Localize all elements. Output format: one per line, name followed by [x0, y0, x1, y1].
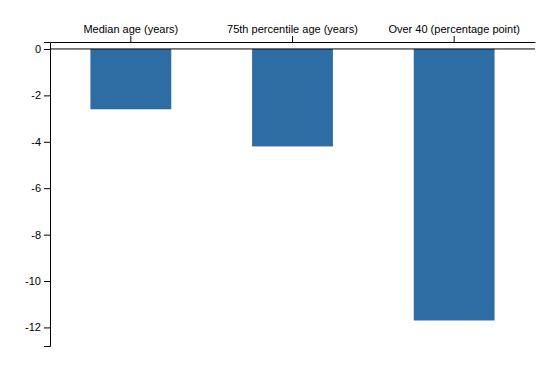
bars — [90, 49, 494, 321]
x-tick-mark — [130, 36, 131, 42]
category-label: 75th percentile age (years) — [227, 23, 358, 35]
y-tick: -6 — [31, 182, 50, 194]
y-tick-mark — [44, 49, 50, 50]
y-tick: -10 — [25, 275, 50, 287]
y-tick: -2 — [31, 89, 50, 101]
x-axis: Median age (years) 75th percentile age (y… — [51, 23, 536, 43]
y-tick-label: -2 — [31, 89, 41, 101]
y-tick-mark — [44, 142, 50, 143]
y-tick-mark — [44, 327, 50, 328]
y-tick-mark — [44, 281, 50, 282]
y-tick-label: -6 — [31, 182, 41, 194]
bar — [414, 49, 495, 321]
zero-line — [50, 48, 535, 49]
x-tick: Over 40 (percentage point) — [388, 23, 519, 42]
y-tick-mark — [44, 235, 50, 236]
x-tick: 75th percentile age (years) — [227, 23, 358, 42]
x-tick-mark — [454, 36, 455, 42]
category-label: Over 40 (percentage point) — [388, 23, 519, 35]
y-tick-label: -12 — [25, 321, 41, 333]
y-axis: 0 -2 -4 -6 -8 -10 -12 — [25, 43, 50, 347]
x-axis-line — [51, 42, 536, 43]
bar — [252, 49, 333, 146]
category-label: Median age (years) — [83, 23, 178, 35]
chart: 0 -2 -4 -6 -8 -10 -12 Median age (years) 75th pe… — [0, 0, 551, 366]
y-tick-label: -10 — [25, 275, 41, 287]
y-tick: 0 — [35, 43, 50, 55]
y-tick: -12 — [25, 321, 50, 333]
y-tick-label: -8 — [31, 229, 41, 241]
y-tick-mark — [44, 188, 50, 189]
x-tick-mark — [292, 36, 293, 42]
y-axis-line — [44, 43, 51, 347]
y-tick-label: 0 — [35, 43, 41, 55]
y-tick-label: -4 — [31, 136, 41, 148]
bar — [90, 49, 171, 109]
plot: 0 -2 -4 -6 -8 -10 -12 Median age (years) 75th pe… — [25, 23, 535, 347]
x-tick: Median age (years) — [83, 23, 178, 42]
y-tick-mark — [44, 95, 50, 96]
y-tick: -8 — [31, 229, 50, 241]
y-tick: -4 — [31, 136, 50, 148]
